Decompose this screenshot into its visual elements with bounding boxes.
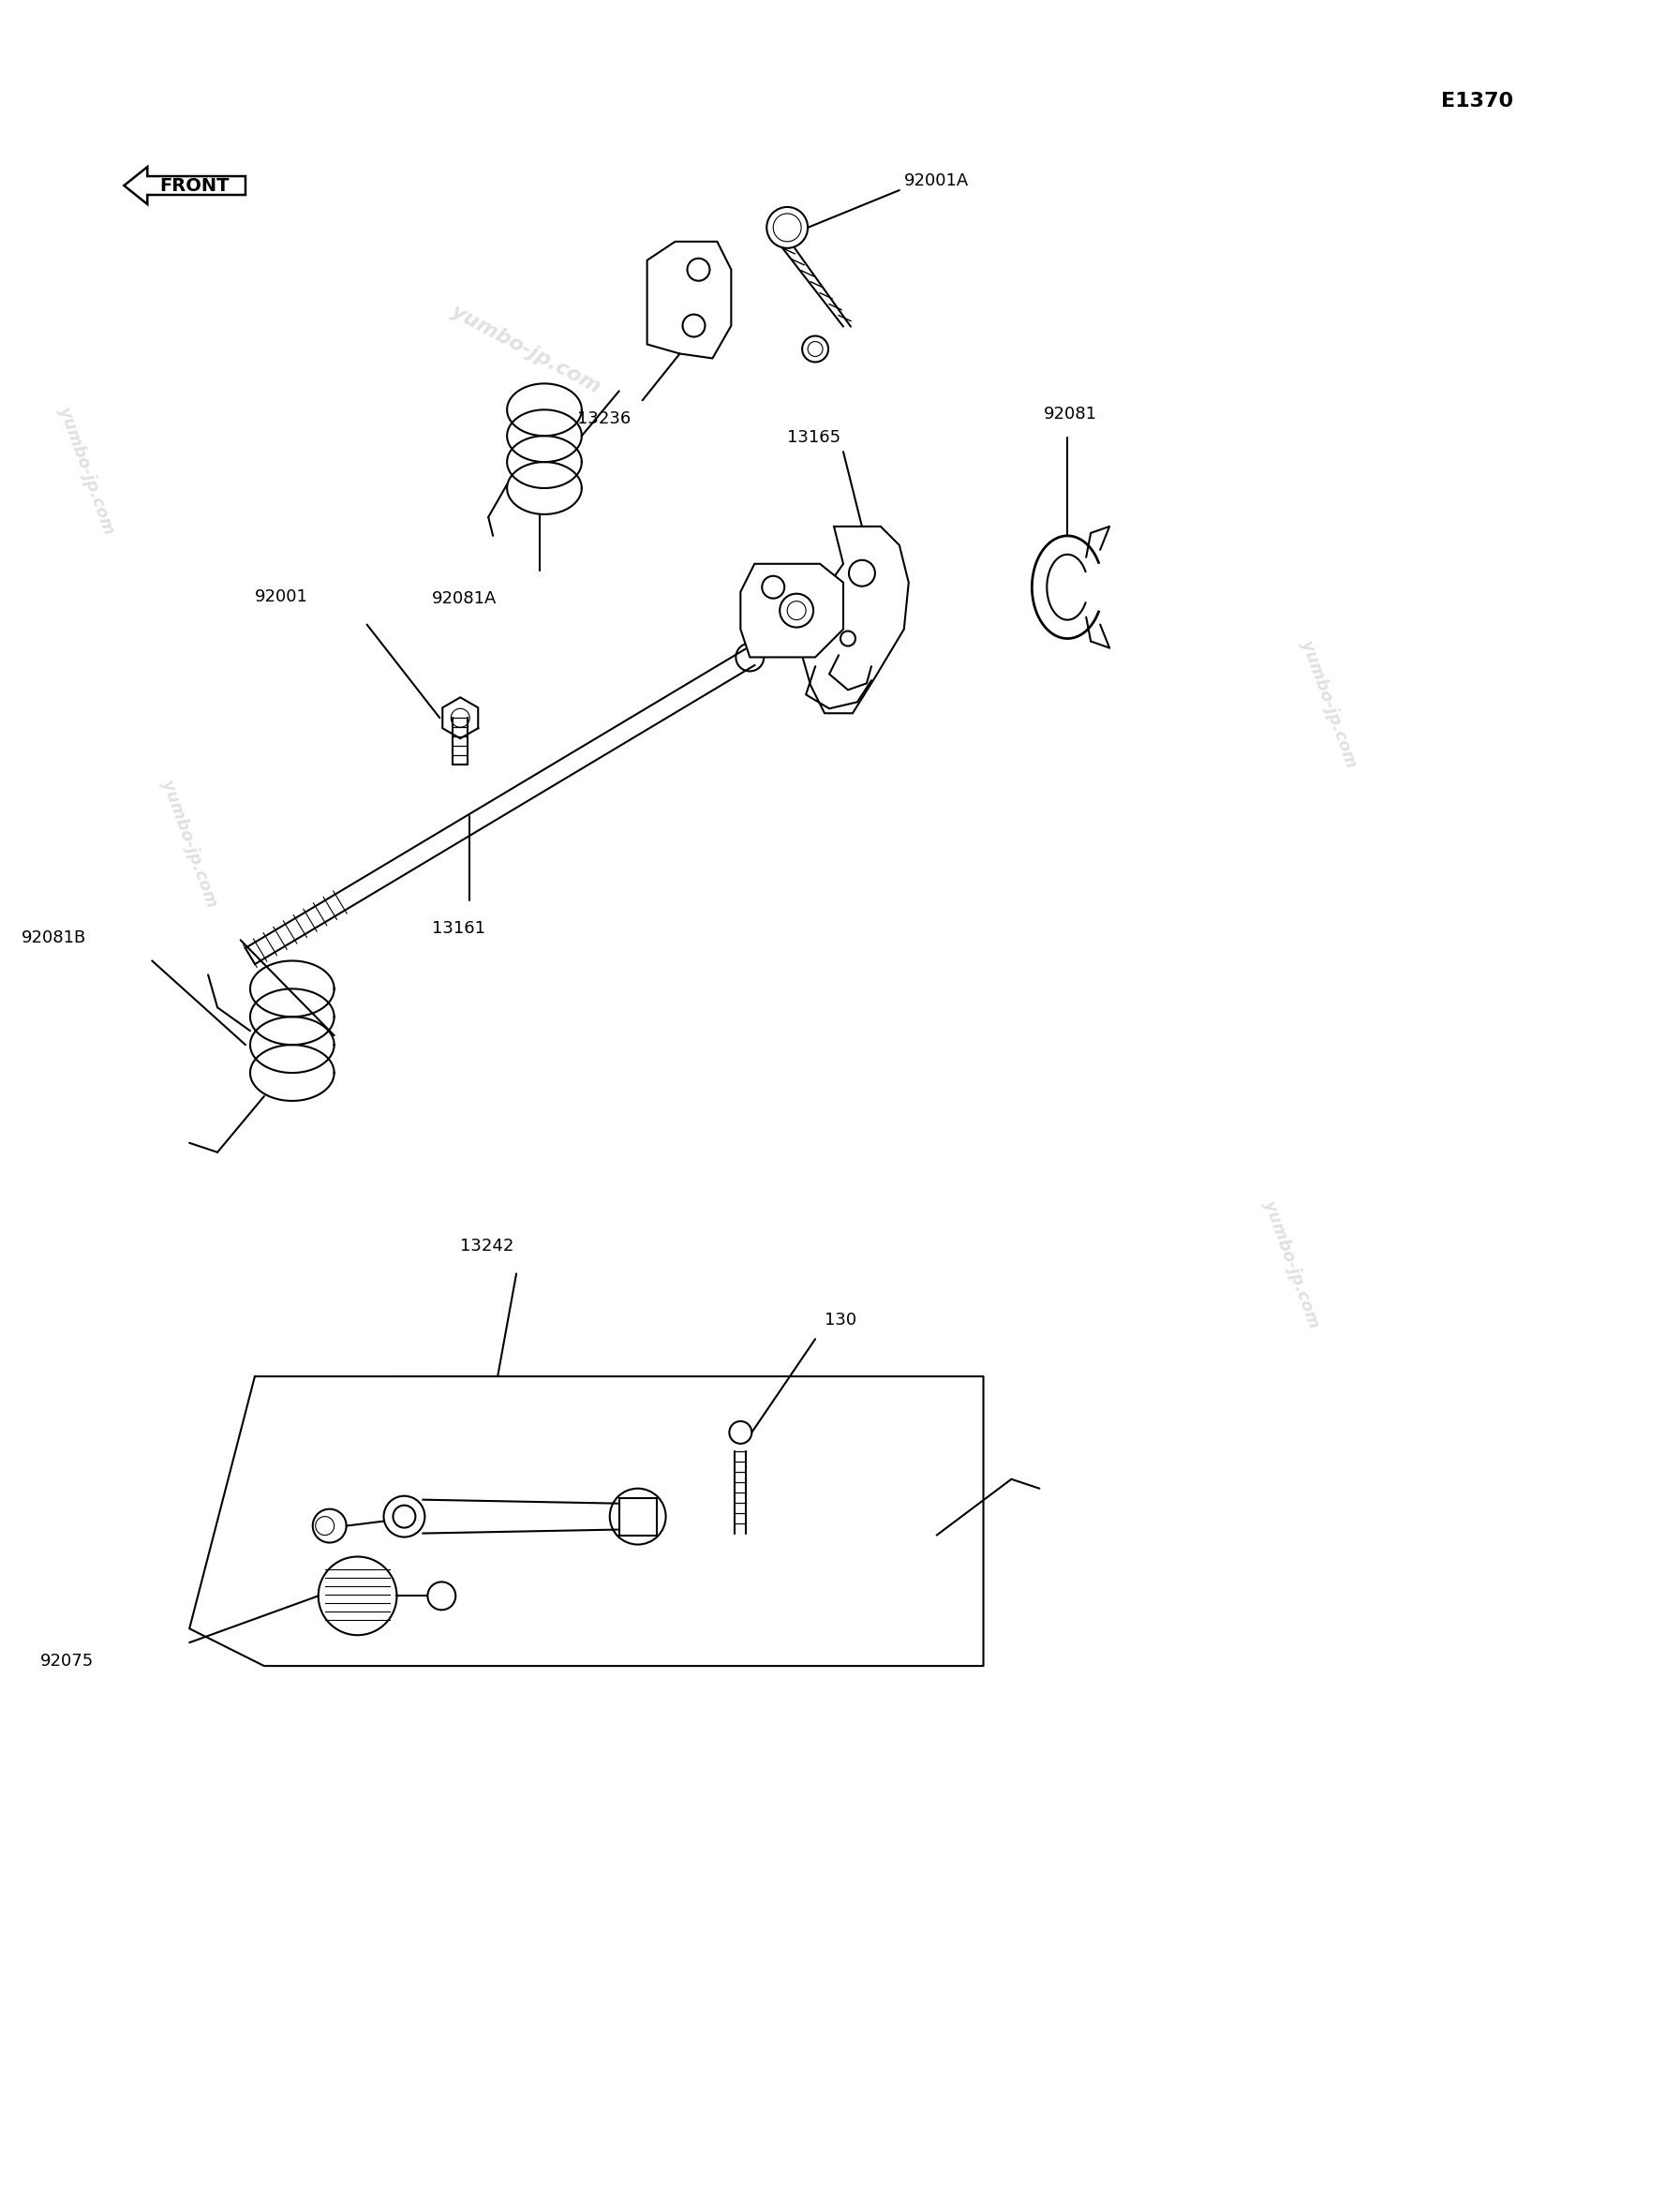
- Circle shape: [848, 560, 875, 587]
- Circle shape: [763, 576, 785, 598]
- Circle shape: [623, 1501, 654, 1532]
- Circle shape: [393, 1506, 415, 1528]
- Text: 92075: 92075: [40, 1653, 94, 1670]
- Text: 92001A: 92001A: [904, 171, 969, 189]
- Circle shape: [729, 1422, 751, 1444]
- Circle shape: [766, 207, 808, 248]
- Text: yumbo-jp.com: yumbo-jp.com: [1260, 1198, 1322, 1330]
- Circle shape: [312, 1510, 346, 1543]
- Text: yumbo-jp.com: yumbo-jp.com: [449, 301, 603, 396]
- Circle shape: [682, 314, 706, 336]
- Text: yumbo-jp.com: yumbo-jp.com: [55, 404, 118, 536]
- Text: 13242: 13242: [460, 1237, 514, 1255]
- Circle shape: [428, 1583, 455, 1609]
- Circle shape: [773, 213, 801, 242]
- Circle shape: [318, 1556, 396, 1635]
- Text: yumbo-jp.com: yumbo-jp.com: [158, 778, 220, 910]
- Circle shape: [736, 644, 764, 670]
- Circle shape: [316, 1517, 334, 1534]
- Circle shape: [450, 708, 470, 728]
- Circle shape: [840, 631, 855, 646]
- Circle shape: [383, 1497, 425, 1536]
- Circle shape: [801, 336, 828, 363]
- Circle shape: [780, 593, 813, 626]
- FancyBboxPatch shape: [620, 1497, 657, 1534]
- Text: 92081: 92081: [1043, 407, 1097, 422]
- Circle shape: [808, 341, 823, 356]
- Text: 130: 130: [825, 1312, 857, 1330]
- Circle shape: [788, 602, 806, 620]
- Circle shape: [687, 259, 709, 281]
- Text: FRONT: FRONT: [160, 176, 228, 193]
- Text: 92001: 92001: [255, 589, 307, 604]
- Polygon shape: [741, 565, 843, 657]
- Text: 13165: 13165: [788, 429, 840, 446]
- Text: 13161: 13161: [432, 919, 486, 936]
- Text: E1370: E1370: [1441, 92, 1514, 110]
- Polygon shape: [647, 242, 731, 358]
- Text: 92081A: 92081A: [432, 589, 497, 607]
- Text: yumbo-jp.com: yumbo-jp.com: [1299, 637, 1359, 769]
- Polygon shape: [801, 528, 909, 714]
- Text: 92081B: 92081B: [22, 930, 86, 945]
- Text: 13236: 13236: [576, 411, 630, 426]
- Circle shape: [610, 1488, 665, 1545]
- Polygon shape: [124, 167, 245, 204]
